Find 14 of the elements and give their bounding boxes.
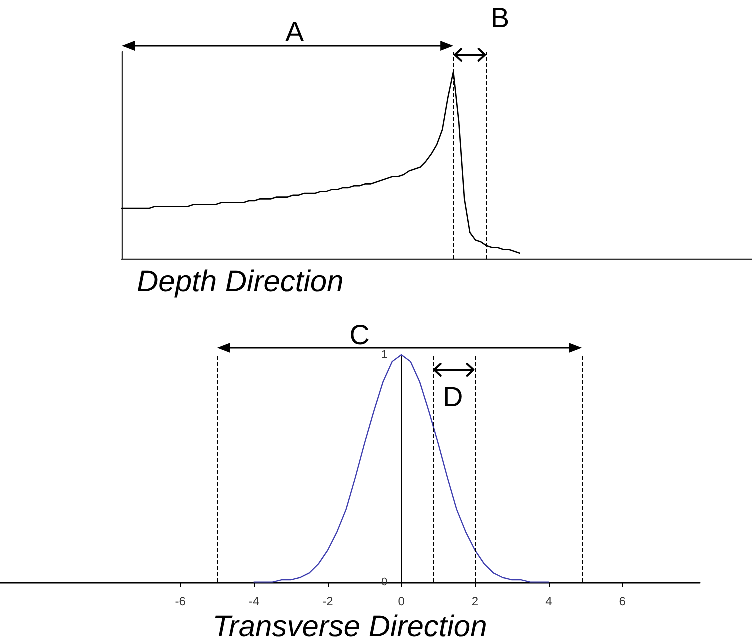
x-tick-label: 6 — [619, 594, 626, 608]
x-axis-title: Transverse Direction — [212, 610, 488, 637]
x-axis-title: Depth Direction — [137, 266, 344, 298]
x-tick-label: -2 — [322, 594, 334, 608]
x-tick-label: 4 — [546, 594, 553, 608]
x-tick-label: -4 — [248, 594, 260, 608]
annotation: D — [442, 382, 464, 412]
text: B — [490, 2, 510, 34]
x-tick-label: -6 — [175, 594, 186, 608]
y-tick-label: 1 — [381, 349, 388, 361]
text: C — [350, 320, 370, 350]
x-tick-label: 2 — [472, 594, 479, 608]
x-tick-label: 0 — [398, 594, 406, 608]
text: A — [285, 16, 304, 48]
